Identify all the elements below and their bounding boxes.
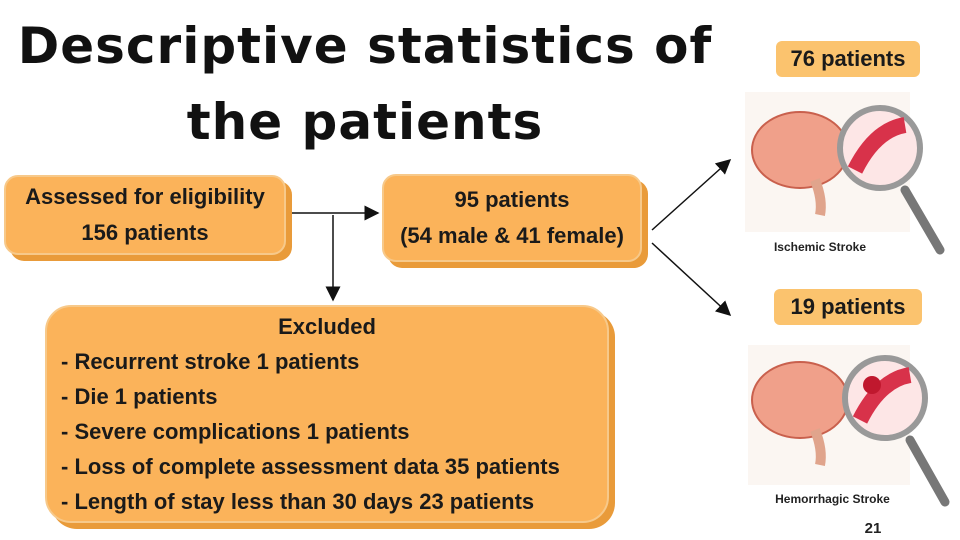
ischemic-illustration [745, 92, 945, 255]
arrow [651, 158, 732, 231]
ischemic-count: 76 patients [776, 41, 920, 77]
excluded-item: - Recurrent stroke 1 patients [61, 349, 360, 374]
hemorrhagic-label: Hemorrhagic Stroke [775, 492, 890, 506]
box-text: 156 patients [81, 220, 209, 245]
assessed-box: Assessed for eligibility 156 patients [4, 175, 286, 255]
ischemic-label: Ischemic Stroke [773, 240, 867, 254]
excluded-heading: Excluded [278, 314, 376, 339]
box-text: (54 male & 41 female) [400, 223, 624, 248]
box-text: Assessed for eligibility [25, 184, 265, 209]
arrow [651, 242, 732, 317]
page-number: 21 [864, 520, 882, 537]
excluded-item: - Loss of complete assessment data 35 pa… [61, 454, 560, 479]
excluded-item: - Severe complications 1 patients [61, 419, 410, 444]
box-text: 95 patients [454, 187, 570, 212]
excluded-item: - Die 1 patients [61, 384, 218, 409]
title: Descriptive statistics of the patients [17, 17, 713, 151]
included-box: 95 patients (54 male & 41 female) [382, 174, 642, 262]
excluded-item: - Length of stay less than 30 days 23 pa… [61, 489, 535, 514]
hemorrhagic-illustration [748, 345, 950, 507]
hemorrhagic-count: 19 patients [774, 289, 922, 325]
excluded-box: Excluded - Recurrent stroke 1 patients -… [45, 305, 609, 523]
